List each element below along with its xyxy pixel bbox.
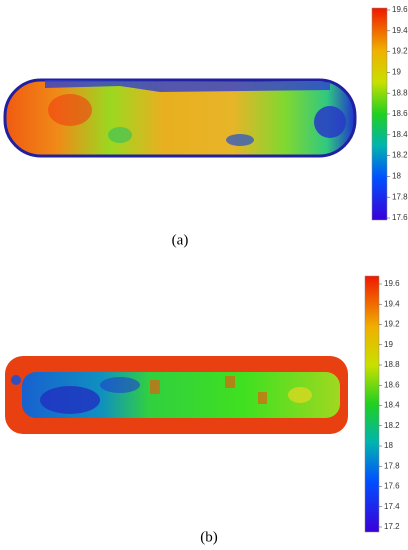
colorbar-tick-label: 19.2 (384, 320, 400, 329)
colorbar-tick-label: 19 (392, 68, 401, 77)
colorbar-tick-label: 17.6 (384, 482, 400, 491)
colorbar-tick-label: 19.4 (392, 26, 408, 35)
panel-label: (b) (200, 529, 218, 545)
scan-b (5, 356, 348, 434)
panel-label: (a) (172, 232, 189, 248)
colorbar-tick-label: 18.2 (384, 421, 400, 430)
scan-a (3, 78, 357, 158)
colorbar-tick-label: 18 (392, 172, 401, 181)
colorbar-tick-label: 18.6 (384, 380, 400, 389)
colorbar-tick-label: 18 (384, 441, 393, 450)
colorbar-tick-label: 17.8 (392, 192, 408, 201)
colorbar-tick-label: 18.4 (392, 130, 408, 139)
colorbar-b (364, 275, 380, 533)
colorbar-a (371, 7, 388, 221)
colorbar-tick-label: 19.6 (392, 5, 408, 14)
colorbar-tick-label: 19.4 (384, 299, 400, 308)
colorbar-tick-label: 18.4 (384, 401, 400, 410)
colorbar-tick-label: 18.2 (392, 151, 408, 160)
colorbar-tick-label: 17.2 (384, 522, 400, 531)
colorbar-tick-label: 19.2 (392, 47, 408, 56)
colorbar-tick-label: 18.6 (392, 109, 408, 118)
colorbar-tick-label: 19 (384, 340, 393, 349)
colorbar-tick-label: 18.8 (392, 88, 408, 97)
colorbar-tick-label: 18.8 (384, 360, 400, 369)
colorbar-tick-label: 17.4 (384, 502, 400, 511)
colorbar-tick-label: 17.6 (392, 213, 408, 222)
colorbar-tick-label: 17.8 (384, 461, 400, 470)
colorbar-tick-label: 19.6 (384, 279, 400, 288)
